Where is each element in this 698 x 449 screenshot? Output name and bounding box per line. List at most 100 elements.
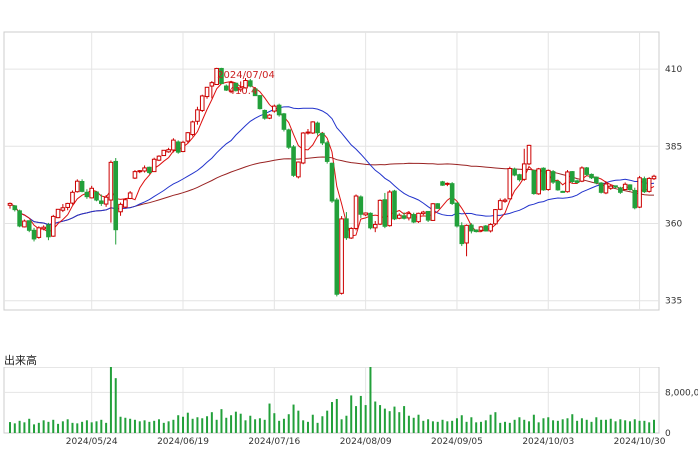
volume-bar bbox=[23, 422, 26, 433]
volume-panel-title: 出来高 bbox=[4, 354, 37, 367]
candle-body bbox=[94, 191, 99, 201]
volume-bar bbox=[600, 419, 603, 433]
candle-body bbox=[406, 213, 412, 219]
candle-body bbox=[425, 210, 431, 221]
volume-bar bbox=[604, 419, 607, 433]
candle-body bbox=[382, 199, 388, 227]
candle-down bbox=[483, 225, 489, 232]
candle-body bbox=[642, 178, 647, 193]
candle-up bbox=[387, 190, 392, 227]
candle-body bbox=[574, 180, 580, 183]
candle-down bbox=[598, 182, 604, 194]
candle-down bbox=[368, 212, 373, 230]
candle-down bbox=[512, 167, 517, 177]
candle-body bbox=[166, 149, 171, 153]
candle-up bbox=[171, 138, 176, 153]
volume-bar bbox=[446, 421, 449, 433]
candle-up bbox=[526, 144, 532, 166]
candle-body bbox=[493, 209, 498, 225]
candle-down bbox=[79, 179, 85, 193]
candle-body bbox=[228, 82, 234, 92]
candle-up bbox=[166, 147, 171, 153]
candle-body bbox=[445, 182, 450, 185]
candle-up bbox=[545, 169, 551, 191]
volume-bar bbox=[412, 417, 415, 433]
candle-body bbox=[464, 224, 469, 244]
candle-body bbox=[204, 86, 210, 98]
volume-bar bbox=[335, 398, 338, 433]
candle-body bbox=[84, 191, 90, 198]
volume-bar bbox=[537, 422, 540, 433]
candle-body bbox=[377, 199, 383, 225]
volume-bar bbox=[643, 420, 646, 433]
candle-body bbox=[478, 226, 484, 231]
volume-bar bbox=[321, 416, 324, 433]
candle-body bbox=[252, 88, 258, 97]
candle-down bbox=[324, 141, 330, 164]
volume-bar bbox=[182, 416, 185, 433]
volume-bar bbox=[417, 414, 420, 433]
candle-body bbox=[372, 223, 378, 229]
volume-bar bbox=[374, 401, 377, 433]
volume-bar bbox=[268, 403, 271, 433]
volume-bar bbox=[340, 419, 343, 433]
candle-down bbox=[589, 173, 594, 180]
volume-bar bbox=[61, 421, 64, 433]
candle-up bbox=[195, 106, 200, 125]
volume-bar bbox=[479, 421, 482, 433]
candle-body bbox=[185, 132, 191, 142]
volume-bar bbox=[191, 418, 194, 433]
candle-up bbox=[151, 157, 157, 173]
candle-up bbox=[296, 161, 301, 179]
candle-body bbox=[488, 223, 493, 232]
candle-body bbox=[608, 185, 614, 189]
candle-up bbox=[70, 190, 75, 205]
volume-bar bbox=[66, 419, 69, 433]
candle-body bbox=[7, 202, 13, 206]
candle-down bbox=[223, 84, 229, 91]
candle-down bbox=[12, 204, 18, 212]
volume-bar bbox=[210, 412, 213, 433]
volume-bar bbox=[628, 421, 631, 433]
candle-up bbox=[209, 81, 215, 99]
candle-down bbox=[315, 121, 320, 136]
candle-body bbox=[127, 192, 133, 199]
candle-up bbox=[502, 198, 508, 203]
volume-bar bbox=[81, 421, 84, 433]
candle-down bbox=[257, 95, 263, 110]
volume-bar bbox=[215, 419, 218, 433]
candle-body bbox=[497, 200, 503, 210]
candle-body bbox=[55, 208, 61, 219]
candle-body bbox=[267, 114, 272, 119]
candle-body bbox=[627, 184, 633, 191]
candle-body bbox=[651, 175, 657, 180]
candle-down bbox=[113, 158, 119, 245]
candle-body bbox=[512, 168, 517, 176]
volume-bar bbox=[282, 418, 285, 433]
candle-body bbox=[589, 173, 594, 179]
volume-bar bbox=[580, 418, 583, 433]
price-y-tick-label: 360 bbox=[665, 220, 682, 230]
volume-bar bbox=[225, 417, 228, 433]
candle-body bbox=[449, 183, 455, 204]
volume-bar bbox=[470, 417, 473, 433]
volume-x-tick-label: 2024/10/30 bbox=[614, 437, 666, 447]
volume-bar bbox=[306, 421, 309, 433]
candle-down bbox=[99, 194, 104, 206]
candle-body bbox=[74, 180, 80, 193]
candle-up bbox=[127, 191, 133, 200]
candle-up bbox=[603, 181, 609, 195]
candle-down bbox=[334, 197, 340, 297]
candle-down bbox=[84, 189, 90, 199]
candle-up bbox=[180, 140, 186, 153]
volume-bar bbox=[624, 420, 627, 433]
volume-bar bbox=[167, 421, 170, 433]
candle-body bbox=[233, 82, 239, 91]
volume-bar bbox=[619, 419, 622, 433]
candle-down bbox=[262, 109, 268, 120]
volume-bar bbox=[119, 416, 122, 433]
volume-x-tick-label: 2024/07/16 bbox=[248, 437, 300, 447]
candle-up bbox=[421, 210, 426, 216]
candle-down bbox=[175, 140, 181, 154]
